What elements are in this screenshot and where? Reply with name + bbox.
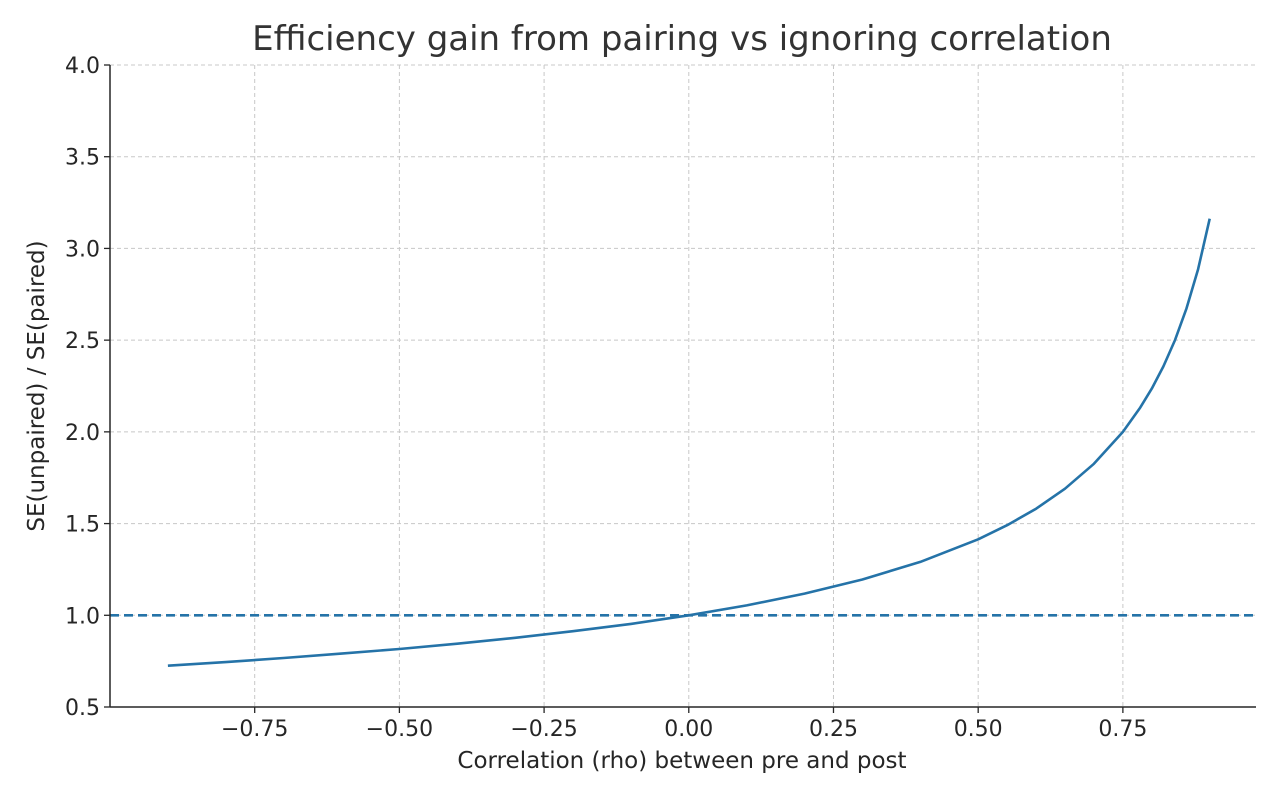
x-tick-label: −0.25 [510, 717, 577, 742]
y-axis-label: SE(unpaired) / SE(paired) [24, 240, 50, 531]
y-tick-label: 4.0 [65, 54, 100, 79]
y-tick-label: 3.0 [65, 237, 100, 262]
x-tick-label: −0.50 [366, 717, 433, 742]
x-tick-label: 0.25 [809, 717, 858, 742]
tick-labels: −0.75 −0.50 −0.25 0.00 0.25 0.50 0.75 0.5 1.0 1.5… [65, 54, 1147, 742]
chart-title: Efficiency gain from pairing vs ignoring… [252, 19, 1112, 59]
y-tick-label: 2.0 [65, 421, 100, 446]
grid [110, 64, 1256, 708]
series-line [167, 218, 1211, 667]
series-layer [110, 218, 1256, 667]
x-tick-label: −0.75 [221, 717, 288, 742]
y-tick-label: 0.5 [65, 696, 100, 721]
y-tick-label: 3.5 [65, 146, 100, 171]
x-tick-label: 0.75 [1098, 717, 1147, 742]
x-tick-label: 0.00 [664, 717, 713, 742]
x-axis-label: Correlation (rho) between pre and post [457, 748, 906, 774]
axes [104, 64, 1256, 713]
x-tick-label: 0.50 [954, 717, 1003, 742]
y-tick-label: 1.5 [65, 513, 100, 538]
y-tick-label: 2.5 [65, 329, 100, 354]
y-tick-label: 1.0 [65, 604, 100, 629]
